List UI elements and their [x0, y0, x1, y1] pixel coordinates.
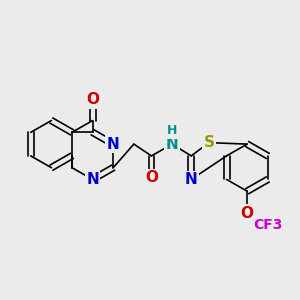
- Text: N: N: [166, 136, 178, 152]
- Text: CF3: CF3: [253, 218, 283, 232]
- Text: N: N: [107, 136, 120, 152]
- Text: S: S: [203, 135, 214, 150]
- Text: H: H: [167, 124, 177, 137]
- Text: O: O: [241, 206, 254, 221]
- Text: O: O: [145, 170, 158, 185]
- Text: N: N: [86, 172, 99, 187]
- Text: N: N: [185, 172, 198, 187]
- Text: O: O: [86, 92, 99, 107]
